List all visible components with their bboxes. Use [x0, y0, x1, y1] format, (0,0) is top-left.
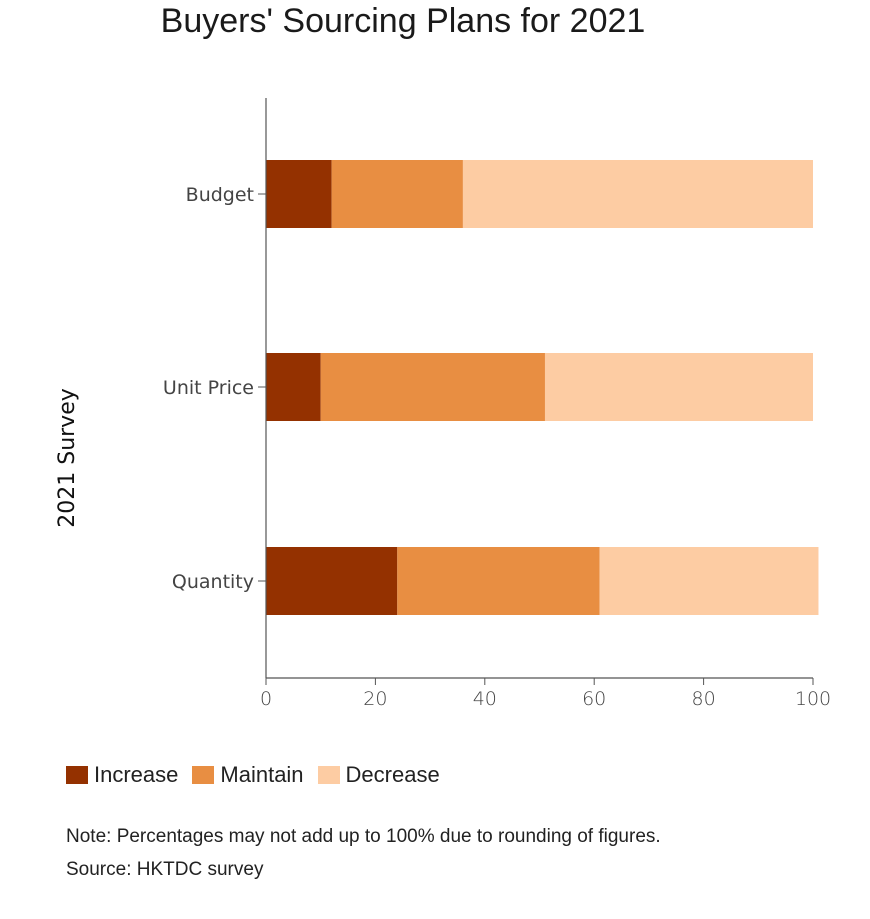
bar-quantity-maintain — [397, 547, 600, 615]
legend-swatch — [317, 766, 340, 784]
y-tick-label: Unit Price — [163, 377, 254, 399]
bar-chart: Budget Unit Price Quantity 0 20 40 60 80 100 202… — [55, 98, 831, 710]
bar-quantity-increase — [266, 547, 398, 615]
bar-quantity-decrease — [599, 547, 819, 615]
bar-budget-decrease — [462, 160, 813, 228]
bar-budget-increase — [266, 160, 332, 228]
legend-swatch — [192, 766, 215, 784]
legend-item-increase: Increase — [66, 762, 178, 788]
x-tick-label: 100 — [795, 688, 831, 710]
legend-label: Maintain — [220, 762, 304, 787]
x-tick-label: 80 — [692, 688, 716, 710]
axes-layer: Budget Unit Price Quantity 0 20 40 60 80 100 — [163, 98, 831, 710]
x-tick-label: 40 — [473, 688, 497, 710]
bar-unit-price-decrease — [544, 353, 813, 421]
source-text: Source: HKTDC survey — [66, 859, 264, 880]
legend-item-maintain: Maintain — [192, 762, 304, 788]
legend: Increase Maintain Decrease — [66, 762, 454, 788]
bar-budget-maintain — [331, 160, 463, 228]
y-axis-title: 2021 Survey — [55, 388, 80, 528]
legend-label: Increase — [94, 762, 179, 787]
y-tick-label: Quantity — [172, 571, 254, 593]
x-tick-label: 60 — [582, 688, 606, 710]
legend-label: Decrease — [345, 762, 440, 787]
bars-layer — [266, 160, 819, 615]
y-tick-label: Budget — [186, 184, 254, 206]
legend-swatch — [66, 766, 88, 784]
bar-unit-price-maintain — [320, 353, 545, 421]
x-tick-label: 0 — [260, 688, 272, 710]
bar-unit-price-increase — [266, 353, 321, 421]
chart-title: Buyers' Sourcing Plans for 2021 — [160, 2, 646, 40]
x-tick-label: 20 — [363, 688, 387, 710]
note-text: Note: Percentages may not add up to 100%… — [66, 826, 661, 847]
legend-item-decrease: Decrease — [317, 762, 440, 788]
